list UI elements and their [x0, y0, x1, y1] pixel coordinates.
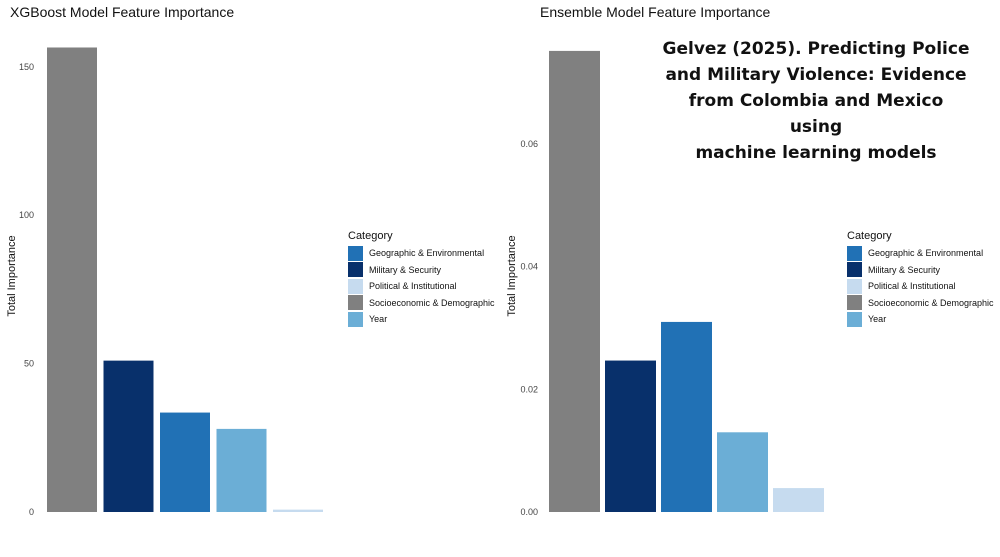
legend-label: Geographic & Environmental: [369, 248, 485, 259]
legend-swatch: [348, 311, 363, 327]
legend-label: Year: [369, 314, 388, 325]
legend-label: Socioeconomic & Demographic: [369, 297, 495, 308]
legend-item: Socioeconomic & Demographic: [847, 295, 994, 312]
y-tick-label: 50: [24, 359, 34, 369]
bar-geographic-environmental: [661, 321, 712, 512]
legend-swatch: [847, 278, 862, 294]
citation-annotation: Gelvez (2025). Predicting Police and Mil…: [660, 36, 972, 166]
legend-item: Political & Institutional: [348, 278, 495, 295]
legend-item: Political & Institutional: [847, 278, 994, 295]
citation-line: and Military Violence: Evidence: [665, 65, 967, 85]
legend-swatch: [847, 311, 862, 327]
bar-military-security: [103, 360, 154, 512]
legend-title: Category: [348, 230, 393, 242]
xgboost-chart-panel: XGBoost Model Feature Importance Total I…: [6, 4, 495, 517]
y-tick-label: 0: [29, 507, 34, 517]
chart-title: Ensemble Model Feature Importance: [540, 4, 771, 20]
legend-label: Military & Security: [369, 264, 442, 275]
ensemble-chart-panel: Ensemble Model Feature Importance Total …: [500, 0, 1000, 557]
bar-geographic-environmental: [160, 412, 210, 512]
bar-year: [216, 428, 267, 512]
xgboost-bar-plot: 0 50 100 150: [19, 47, 323, 517]
y-tick-label: 0.00: [520, 507, 538, 517]
y-tick-label: 0.04: [520, 262, 538, 272]
y-tick-label: 150: [19, 62, 34, 72]
ensemble-bar-plot: 0.00 0.02 0.04 0.06: [520, 50, 824, 517]
legend-label: Socioeconomic & Demographic: [868, 297, 994, 308]
legend-label: Geographic & Environmental: [868, 248, 984, 259]
legend-item: Year: [348, 311, 495, 328]
legend-label: Year: [868, 314, 887, 325]
legend-swatch: [847, 262, 862, 278]
legend-label: Political & Institutional: [868, 281, 956, 292]
legend-swatch: [348, 278, 363, 294]
citation-line: Gelvez (2025). Predicting Police: [662, 39, 970, 59]
bar-political-institutional: [773, 488, 824, 512]
legend-swatch: [348, 262, 363, 278]
legend-swatch: [348, 245, 363, 261]
bar-military-security: [605, 360, 656, 512]
legend-item: Geographic & Environmental: [847, 245, 994, 262]
legend-item: Socioeconomic & Demographic: [348, 295, 495, 312]
bar-socioeconomic-demographic: [549, 50, 600, 512]
legend: Category Geographic & Environmental Milit…: [847, 230, 994, 328]
legend-swatch: [847, 295, 862, 311]
legend-label: Political & Institutional: [369, 281, 457, 292]
legend-swatch: [348, 295, 363, 311]
bar-socioeconomic-demographic: [47, 47, 97, 513]
legend-item: Military & Security: [847, 262, 994, 279]
legend-item: Year: [847, 311, 994, 328]
legend-label: Military & Security: [868, 264, 941, 275]
y-tick-label: 0.02: [520, 384, 538, 394]
legend: Category Geographic & Environmental Milit…: [348, 230, 495, 328]
chart-title: XGBoost Model Feature Importance: [10, 4, 235, 20]
legend-title: Category: [847, 230, 892, 242]
legend-item: Military & Security: [348, 262, 495, 279]
bar-year: [717, 432, 768, 512]
bar-political-institutional: [273, 509, 323, 512]
citation-line: from Colombia and Mexico using: [688, 91, 944, 137]
citation-line: machine learning models: [695, 143, 937, 163]
y-tick-label: 0.06: [520, 139, 538, 149]
legend-item: Geographic & Environmental: [348, 245, 495, 262]
legend-swatch: [847, 245, 862, 261]
y-tick-label: 100: [19, 210, 34, 220]
